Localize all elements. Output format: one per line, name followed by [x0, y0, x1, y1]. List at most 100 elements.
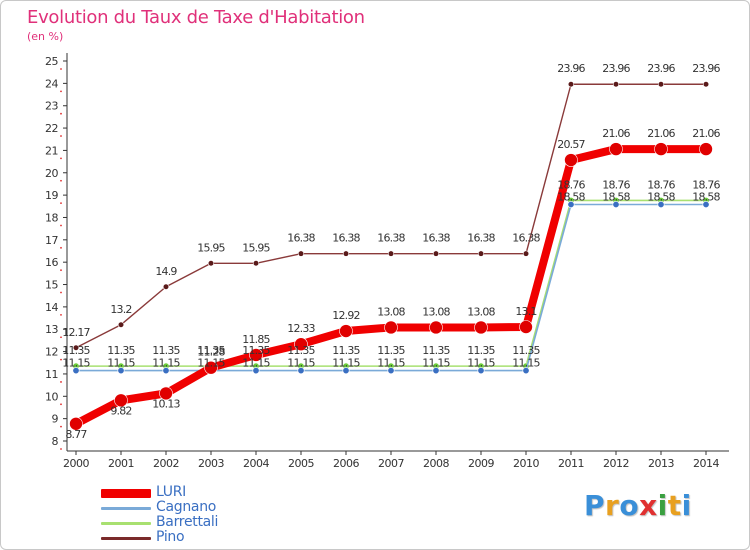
data-point-cagnano	[612, 201, 620, 209]
data-point-luri	[519, 320, 533, 334]
brand-letter: i	[681, 489, 692, 522]
legend-label: Pino	[156, 529, 185, 545]
legend-swatch	[101, 506, 151, 510]
y-axis-dot	[60, 403, 62, 406]
brand-letter: t	[667, 489, 682, 522]
y-axis-dot	[60, 336, 62, 339]
data-label-pino: 16.38	[287, 232, 315, 245]
data-label-cagnano: 11.15	[62, 357, 90, 370]
data-label-luri: 13.1	[515, 305, 536, 318]
data-label-luri: 11.28	[197, 346, 225, 359]
y-axis-dot	[60, 90, 62, 93]
data-label-luri: 12.33	[287, 322, 315, 335]
data-point-pino	[522, 250, 530, 257]
y-tick-label: 19	[45, 189, 58, 202]
data-point-pino	[207, 260, 215, 267]
data-label-pino: 15.95	[197, 241, 225, 254]
y-tick-label: 23	[45, 100, 58, 113]
data-label-barrettali: 11.35	[422, 344, 450, 357]
x-tick-label: 2007	[378, 457, 404, 470]
y-axis-dot	[60, 425, 62, 428]
brand-letter: o	[619, 489, 640, 522]
data-label-cagnano: 18.58	[557, 191, 585, 204]
data-label-pino: 16.38	[422, 232, 450, 245]
brand-letter: i	[657, 489, 668, 522]
data-label-pino: 16.38	[332, 232, 360, 245]
data-point-pino	[117, 321, 125, 328]
x-tick-label: 2002	[153, 457, 179, 470]
legend-swatch	[101, 521, 151, 525]
data-label-barrettali: 11.35	[287, 344, 315, 357]
chart-legend: LURI Cagnano Barrettali Pino	[101, 484, 301, 546]
y-tick-label: 14	[45, 301, 58, 314]
y-tick-label: 9	[52, 413, 59, 426]
data-point-pino	[432, 250, 440, 257]
y-axis-dot	[60, 291, 62, 294]
data-label-luri: 13.08	[422, 305, 450, 318]
x-tick-label: 2009	[468, 457, 494, 470]
data-label-cagnano: 11.15	[107, 357, 135, 370]
y-tick-label: 25	[45, 55, 58, 68]
x-tick-label: 2004	[243, 457, 269, 470]
data-point-luri	[294, 337, 308, 352]
data-label-luri: 20.57	[557, 138, 585, 151]
data-label-barrettali: 11.35	[152, 344, 180, 357]
x-tick-label: 2014	[693, 457, 719, 470]
y-axis-dot	[60, 448, 62, 450]
data-label-pino: 13.2	[110, 303, 131, 316]
data-label-pino: 16.38	[512, 232, 540, 245]
data-point-pino	[72, 344, 80, 351]
data-point-pino	[477, 250, 485, 257]
data-label-barrettali: 11.35	[62, 344, 90, 357]
x-tick-label: 2001	[108, 457, 134, 470]
data-label-cagnano: 11.15	[152, 357, 180, 370]
data-point-cagnano	[162, 367, 170, 375]
data-label-pino: 15.95	[242, 241, 270, 254]
data-label-cagnano: 11.15	[512, 357, 540, 370]
data-label-cagnano: 11.15	[422, 357, 450, 370]
legend-label: LURI	[156, 484, 187, 500]
y-axis-dot	[60, 224, 62, 227]
data-point-luri	[609, 142, 623, 156]
data-label-luri: 10.13	[152, 397, 180, 410]
y-axis-dot	[60, 135, 62, 137]
y-axis-dot	[60, 358, 62, 361]
data-point-luri	[249, 348, 263, 362]
y-tick-label: 13	[45, 323, 58, 336]
data-point-pino	[297, 250, 305, 257]
data-point-cagnano	[657, 201, 665, 209]
data-label-cagnano: 11.15	[197, 357, 225, 370]
y-tick-label: 8	[52, 435, 59, 448]
x-tick-label: 2013	[648, 457, 674, 470]
legend-label: Barrettali	[156, 514, 219, 530]
data-label-barrettali: 11.35	[332, 344, 360, 357]
data-point-luri	[339, 324, 353, 338]
data-label-pino: 14.9	[155, 265, 177, 278]
x-tick-label: 2012	[603, 457, 629, 470]
data-label-barrettali: 11.35	[197, 344, 225, 357]
data-label-pino: 23.96	[602, 62, 630, 75]
y-tick-label: 20	[45, 167, 58, 180]
data-label-luri: 9.82	[110, 404, 131, 417]
brand-letter: x	[639, 489, 658, 522]
y-axis-dot	[60, 381, 62, 383]
legend-item-pino: Pino	[101, 529, 301, 546]
y-tick-label: 15	[45, 279, 58, 292]
legend-label: Cagnano	[156, 499, 217, 515]
data-label-barrettali: 11.35	[467, 344, 495, 357]
data-label-barrettali: 11.35	[512, 344, 540, 357]
data-point-luri	[564, 153, 578, 167]
data-point-pino	[657, 81, 665, 88]
data-label-barrettali: 11.35	[377, 344, 405, 357]
data-point-cagnano	[567, 201, 575, 209]
data-point-pino	[252, 260, 260, 267]
data-point-cagnano	[297, 367, 305, 375]
data-label-luri: 21.06	[602, 127, 630, 140]
data-point-luri	[654, 142, 668, 156]
data-label-pino: 23.96	[557, 62, 585, 75]
legend-swatch	[101, 536, 151, 540]
data-label-cagnano: 18.58	[692, 191, 720, 204]
data-label-pino: 16.38	[377, 232, 405, 245]
y-axis-dot	[60, 202, 62, 205]
data-label-pino: 23.96	[692, 62, 720, 75]
